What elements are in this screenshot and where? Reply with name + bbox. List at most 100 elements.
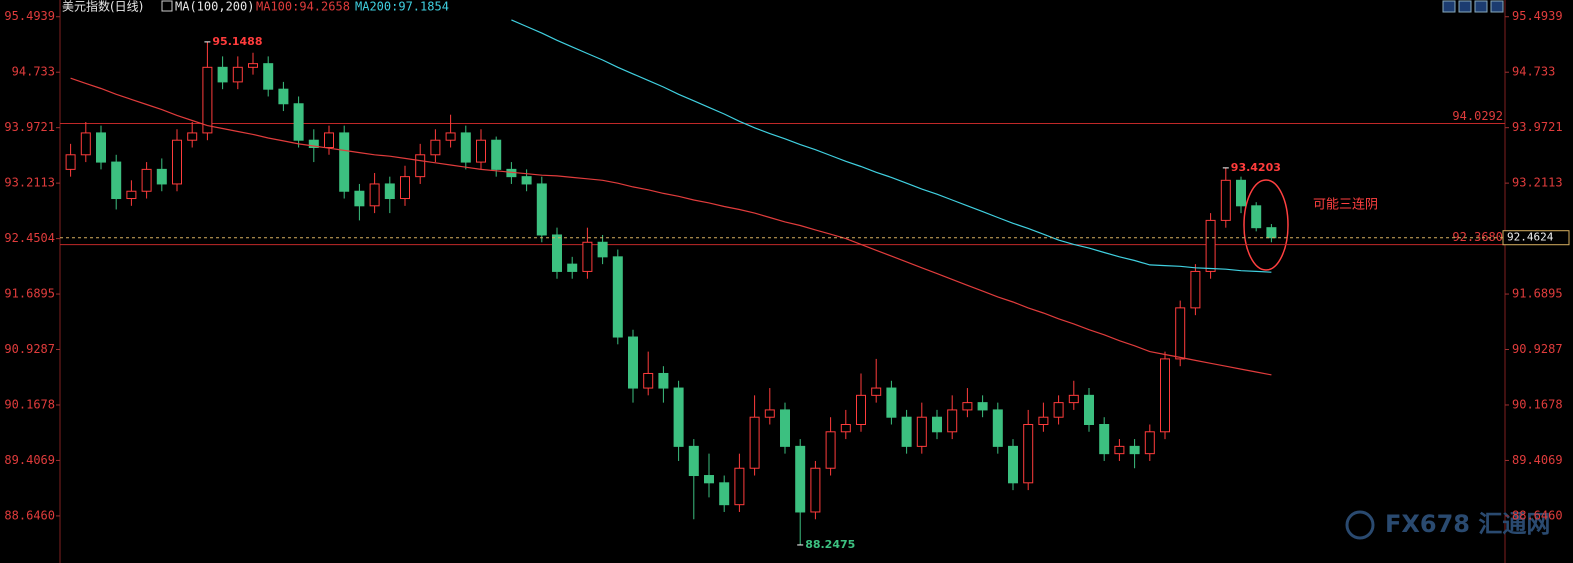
candle-body (886, 387, 897, 418)
candle-body (324, 132, 334, 148)
candle-body (1251, 205, 1262, 229)
candle-body (232, 66, 243, 83)
candle-body (415, 154, 426, 178)
candle-body (202, 66, 213, 134)
candle-body (916, 416, 927, 447)
toolbar-button[interactable] (1474, 0, 1488, 13)
candle-body (658, 372, 669, 389)
candle-body (1266, 227, 1277, 239)
candle-body (1053, 402, 1064, 418)
candle-body (445, 132, 456, 141)
highlight-ellipse (1243, 179, 1289, 271)
candle-body (187, 132, 198, 141)
candle-body (1068, 394, 1079, 404)
candle-body (597, 241, 608, 258)
reference-label: 92.3680 (1452, 230, 1503, 244)
candle-body (263, 63, 274, 90)
candle-body (1205, 219, 1216, 272)
candle-body (400, 176, 410, 200)
y-tick-label: 93.9721 (1512, 120, 1563, 134)
y-tick-label: 89.4069 (4, 453, 55, 467)
y-tick-label: 90.1678 (4, 397, 55, 411)
candle-body (1023, 424, 1034, 484)
candle-body (688, 445, 699, 477)
chart-subtitle: MA(100,200) (175, 0, 254, 14)
y-tick-label: 90.9287 (1512, 342, 1563, 356)
reference-label: 94.0292 (1452, 109, 1503, 123)
candle-body (552, 234, 562, 272)
ma-line (70, 77, 1272, 376)
legend-entry: MA100:94.2658 (256, 0, 350, 14)
candle-body (536, 183, 547, 236)
candle-body (992, 409, 1003, 447)
candle-body (80, 132, 91, 156)
candle-body (141, 168, 152, 192)
candle-body (719, 482, 730, 506)
toolbar[interactable] (1442, 0, 1504, 13)
candle-body (582, 241, 593, 272)
candle-body (1220, 179, 1231, 221)
candle-body (491, 139, 502, 170)
annotation: 可能三连阴 (1313, 197, 1378, 213)
candle-body (1175, 307, 1186, 360)
toolbar-button[interactable] (1442, 0, 1456, 13)
extreme-label: 93.4203 (1231, 161, 1281, 174)
y-tick-label: 92.4504 (4, 231, 55, 245)
candle-body (476, 139, 486, 163)
candle-body (65, 154, 76, 170)
y-tick-label: 88.6460 (1512, 508, 1563, 522)
candle-body (932, 416, 942, 433)
y-tick-label: 93.9721 (4, 120, 55, 134)
y-tick-label: 88.6460 (4, 508, 55, 522)
candle-body (962, 402, 973, 411)
candle-body (521, 176, 532, 185)
candle-body (111, 161, 122, 200)
watermark-logo (1345, 510, 1375, 540)
candle-body (612, 256, 623, 338)
y-tick-label: 93.2113 (4, 176, 55, 190)
candle-body (764, 409, 775, 418)
watermark: FX678 汇通网 (1385, 510, 1550, 538)
candle-body (901, 416, 912, 447)
chart-title: 美元指数(日线) (62, 0, 143, 14)
candle-body (293, 103, 304, 141)
candle-body (217, 66, 228, 83)
candle-body (749, 416, 760, 469)
indicator-icon (161, 0, 173, 12)
candle-body (1008, 445, 1018, 484)
candle-body (369, 183, 380, 207)
candle-body (825, 431, 836, 469)
candle-body (567, 263, 578, 272)
candle-body (460, 132, 471, 163)
candle-body (1236, 179, 1246, 207)
extreme-label: 88.2475 (805, 538, 855, 551)
candle-body (1099, 424, 1110, 455)
y-tick-label: 90.9287 (4, 342, 55, 356)
candle-body (1038, 416, 1049, 426)
candle-body (871, 387, 882, 396)
candle-body (840, 424, 851, 433)
candle-body (248, 63, 258, 68)
candle-body (780, 409, 790, 447)
candle-body (1144, 431, 1155, 455)
candle-body (1190, 270, 1201, 309)
candle-body (339, 132, 350, 192)
candle-body (278, 88, 289, 105)
candle-body (1114, 445, 1125, 455)
last-price-label: 92.4624 (1507, 231, 1554, 244)
candle-body (1084, 394, 1094, 425)
candle-body (856, 394, 866, 425)
toolbar-button[interactable] (1490, 0, 1504, 13)
candle-body (947, 409, 958, 433)
candle-body (96, 132, 106, 163)
y-tick-label: 95.4939 (1512, 9, 1563, 23)
candle-body (977, 402, 988, 411)
candle-body (643, 372, 654, 389)
candle-body (172, 139, 182, 185)
y-tick-label: 89.4069 (1512, 453, 1563, 467)
toolbar-button[interactable] (1458, 0, 1472, 13)
candle-body (628, 336, 638, 389)
y-tick-label: 94.733 (1512, 65, 1555, 79)
last-price-box (1502, 230, 1570, 246)
